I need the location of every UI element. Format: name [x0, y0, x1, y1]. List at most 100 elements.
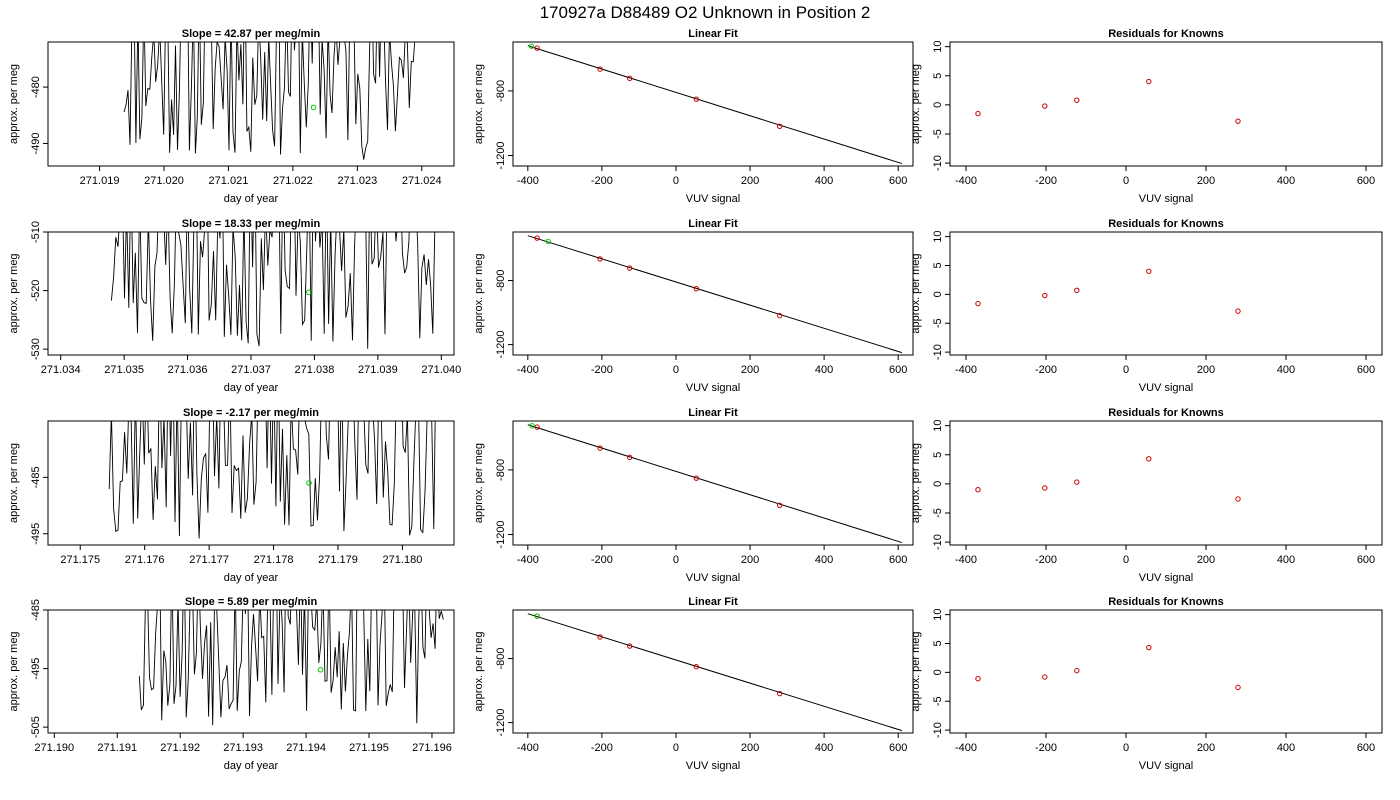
- x-tick-label: -400: [517, 742, 539, 754]
- residual-point: [975, 300, 981, 307]
- x-tick-label: 271.178: [254, 554, 294, 566]
- y-axis-label: approx. per meg: [473, 64, 485, 144]
- known-point: [693, 475, 700, 481]
- x-tick-label: -200: [1035, 554, 1057, 566]
- x-tick-label: 271.038: [295, 364, 335, 376]
- x-tick-label: 0: [1123, 364, 1129, 376]
- known-point: [626, 454, 633, 461]
- chart-panel-10: Slope = 5.89 per meg/min 271.190 271.191 27…: [8, 596, 455, 772]
- x-tick-label: 600: [1357, 175, 1375, 187]
- x-tick-label: -400: [955, 175, 977, 187]
- unknown-mean-point: [317, 666, 324, 673]
- x-tick-label: 271.190: [34, 742, 74, 754]
- x-tick-label: 0: [673, 554, 679, 566]
- x-tick-label: 271.196: [412, 742, 452, 754]
- data-trace-line: [110, 232, 436, 349]
- y-tick-label: -10: [932, 155, 944, 171]
- chart-panel-1: Slope = 42.87 per meg/min 271.019 271.020 2…: [8, 28, 455, 205]
- x-axis-label: VUV signal: [1139, 760, 1193, 772]
- y-axis-label: approx. per meg: [8, 631, 20, 711]
- y-axis-label: approx. per meg: [473, 631, 485, 711]
- plot-area: [527, 613, 903, 732]
- x-tick-label: 271.021: [209, 175, 249, 187]
- x-tick-label: 600: [1357, 364, 1375, 376]
- x-tick-label: 200: [1197, 742, 1215, 754]
- x-axis-label: day of year: [224, 760, 279, 772]
- chart-panel-4: Slope = 18.33 per meg/min 271.034 271.035 2…: [8, 218, 461, 394]
- residual-point: [1235, 496, 1241, 502]
- known-point: [693, 285, 700, 292]
- chart-panel-9: Residuals for Knowns -400 -200 0 200 400 600 10…: [910, 407, 1383, 584]
- data-trace-line: [138, 610, 444, 726]
- chart-panel-6: Residuals for Knowns -400 -200 0 200 400 600 10…: [910, 218, 1383, 394]
- plot-area: [975, 456, 1241, 502]
- known-point: [776, 123, 783, 129]
- residual-point: [1146, 644, 1152, 651]
- y-tick-label: 10: [932, 608, 944, 620]
- y-axis-label: approx. per meg: [473, 253, 485, 333]
- plot-area: [108, 421, 436, 539]
- y-axis-label: approx. per meg: [910, 631, 922, 711]
- y-axis-label: approx. per meg: [910, 253, 922, 333]
- x-tick-label: 0: [1123, 742, 1129, 754]
- x-tick-label: -200: [1035, 364, 1057, 376]
- y-tick-label: -800: [495, 648, 507, 670]
- x-tick-label: 200: [1197, 554, 1215, 566]
- x-tick-label: 400: [1277, 742, 1295, 754]
- y-tick-label: 0: [932, 102, 944, 108]
- x-tick-label: -200: [591, 742, 613, 754]
- fit-line: [527, 613, 903, 732]
- plot-area: [527, 423, 903, 544]
- y-tick-label: -505: [30, 716, 42, 738]
- plot-area: [527, 43, 903, 165]
- x-tick-label: 271.039: [358, 364, 398, 376]
- y-axis-label: approx. per meg: [473, 443, 485, 523]
- x-axis-label: VUV signal: [686, 382, 740, 394]
- x-tick-label: 271.022: [273, 175, 313, 187]
- x-tick-label: 0: [1123, 175, 1129, 187]
- panel-title: Residuals for Knowns: [1108, 596, 1224, 608]
- x-tick-label: 271.037: [231, 364, 271, 376]
- x-tick-label: 600: [889, 364, 907, 376]
- residual-point: [1042, 103, 1048, 109]
- plot-frame: [512, 609, 914, 734]
- y-tick-label: -800: [495, 80, 507, 102]
- residual-point: [1074, 667, 1080, 674]
- y-tick-label: 5: [932, 73, 944, 79]
- known-point: [626, 265, 633, 271]
- y-tick-label: 5: [932, 452, 944, 458]
- y-tick-label: 0: [932, 291, 944, 297]
- residual-point: [1042, 485, 1048, 491]
- x-tick-label: 271.034: [41, 364, 81, 376]
- y-tick-label: -530: [30, 338, 42, 360]
- x-tick-label: 600: [1357, 742, 1375, 754]
- x-tick-label: 0: [673, 175, 679, 187]
- y-tick-label: -1200: [495, 520, 507, 548]
- x-tick-label: -200: [591, 175, 613, 187]
- known-point: [534, 235, 540, 241]
- known-point: [597, 445, 603, 451]
- residual-point: [1042, 674, 1048, 680]
- x-tick-label: 200: [741, 364, 759, 376]
- known-point: [534, 424, 540, 430]
- x-tick-label: 271.192: [160, 742, 200, 754]
- plot-area: [110, 232, 436, 349]
- x-tick-label: -400: [517, 175, 539, 187]
- x-axis-label: day of year: [224, 572, 279, 584]
- known-point: [693, 663, 700, 670]
- panel-title: Residuals for Knowns: [1108, 407, 1224, 419]
- x-tick-label: 600: [889, 742, 907, 754]
- plot-frame: [949, 609, 1383, 734]
- y-tick-label: -485: [30, 599, 42, 621]
- data-trace-line: [123, 42, 416, 160]
- y-axis-label: approx. per meg: [910, 64, 922, 144]
- x-axis-label: VUV signal: [686, 572, 740, 584]
- x-tick-label: 271.035: [104, 364, 144, 376]
- x-tick-label: 271.193: [223, 742, 263, 754]
- x-axis-label: VUV signal: [686, 193, 740, 205]
- known-point: [693, 96, 700, 102]
- x-tick-label: -400: [517, 364, 539, 376]
- x-tick-label: 271.176: [125, 554, 165, 566]
- y-axis-label: approx. per meg: [8, 64, 20, 144]
- known-point: [776, 690, 783, 697]
